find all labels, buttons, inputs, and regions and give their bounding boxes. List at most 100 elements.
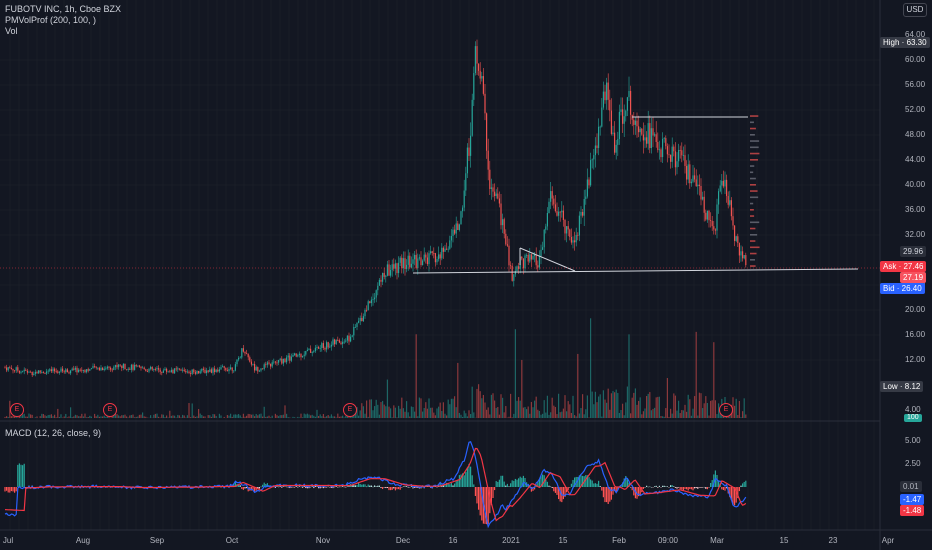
candle-body — [244, 351, 246, 354]
volume-bar — [130, 415, 132, 418]
candle-body — [681, 150, 683, 156]
candle-body — [654, 134, 656, 136]
candle-body — [298, 353, 300, 356]
volume-profile-row — [750, 265, 756, 267]
macd-histogram-bar — [506, 483, 508, 487]
volume-bar — [393, 405, 395, 418]
candle-body — [215, 369, 217, 373]
volume-bar — [418, 397, 420, 418]
candle-body — [153, 369, 155, 370]
currency-button[interactable]: USD — [903, 3, 927, 17]
volume-bar — [655, 397, 657, 418]
candle-body — [140, 366, 142, 369]
macd-histogram-bar — [706, 487, 708, 490]
volume-bar — [178, 415, 180, 418]
macd-legend[interactable]: MACD (12, 26, close, 9) — [5, 428, 102, 438]
candle-body — [170, 369, 172, 373]
candle-body — [742, 251, 744, 259]
volume-bar — [257, 415, 259, 418]
candle-body — [572, 240, 574, 243]
macd-histogram-bar — [695, 487, 697, 489]
candle-body — [612, 132, 614, 134]
volume-bar — [564, 395, 566, 418]
volume-legend[interactable]: Vol — [5, 26, 18, 36]
macd-histogram-bar — [550, 486, 552, 488]
candle-body — [49, 369, 51, 371]
candle-body — [601, 107, 603, 127]
earnings-marker[interactable]: E — [10, 403, 24, 417]
volume-bar — [60, 414, 62, 418]
candle-body — [505, 233, 507, 245]
volume-bar — [502, 397, 504, 418]
candle-body — [52, 368, 54, 372]
candle-body — [726, 179, 728, 196]
volume-bar — [410, 406, 412, 418]
earnings-marker[interactable]: E — [343, 403, 357, 417]
volume-bar — [292, 416, 294, 418]
volume-bar — [426, 408, 428, 418]
volume-bar — [534, 400, 536, 418]
candle-body — [84, 370, 86, 373]
volume-bar — [543, 400, 545, 418]
earnings-marker[interactable]: E — [719, 403, 733, 417]
macd-histogram-bar — [26, 487, 28, 488]
macd-histogram-bar — [666, 486, 668, 487]
candle-body — [556, 211, 558, 216]
candle-body — [225, 367, 227, 371]
macd-histogram-bar — [670, 485, 672, 487]
candle-body — [92, 366, 94, 369]
symbol-legend[interactable]: FUBOTV INC, 1h, Cboe BZX — [5, 4, 122, 14]
macd-histogram-bar — [602, 487, 604, 498]
volume-bar — [513, 413, 515, 418]
volume-bar — [174, 415, 176, 418]
volume-bar — [604, 399, 606, 418]
macd-histogram-bar — [290, 487, 292, 488]
volume-bar — [663, 416, 665, 418]
volume-bar — [577, 353, 579, 418]
macd-histogram-bar — [633, 487, 635, 496]
candle-body — [564, 219, 566, 234]
volume-bar — [514, 329, 516, 418]
candle-body — [703, 196, 705, 213]
candle-body — [478, 63, 480, 71]
macd-histogram-bar — [258, 487, 260, 489]
volume-bar — [129, 415, 131, 418]
candle-body — [290, 356, 292, 361]
macd-histogram-bar — [630, 487, 632, 488]
volume-bar — [559, 412, 561, 418]
volume-bar — [209, 415, 211, 418]
candle-body — [554, 204, 556, 212]
volume-bar — [374, 406, 376, 418]
volume-bar — [414, 411, 416, 418]
candle-body — [354, 326, 356, 328]
volume-bar — [82, 416, 84, 418]
vpvr-legend[interactable]: PMVolProf (200, 100, ) — [5, 15, 97, 25]
volume-bar — [710, 400, 712, 418]
volume-bar — [468, 410, 470, 418]
volume-bar — [343, 417, 345, 418]
earnings-marker[interactable]: E — [103, 403, 117, 417]
candle-body — [129, 368, 131, 370]
candle-body — [223, 366, 225, 368]
volume-bar — [703, 403, 705, 418]
macd-histogram-bar — [711, 480, 713, 487]
candle-body — [386, 264, 388, 276]
candle-body — [359, 317, 361, 321]
volume-bar — [537, 409, 539, 418]
volume-bar — [548, 414, 550, 418]
macd-histogram-bar — [505, 485, 507, 487]
volume-bar — [279, 415, 281, 418]
volume-bar — [215, 416, 217, 418]
volume-bar — [433, 412, 435, 418]
last-price-tag: 29.96 — [900, 246, 927, 257]
volume-bar — [670, 408, 672, 418]
candle-body — [674, 151, 676, 168]
macd-histogram-bar — [562, 487, 564, 500]
volume-bar — [444, 413, 446, 418]
candle-body — [374, 297, 376, 300]
volume-bar — [476, 388, 478, 418]
volume-bar — [449, 404, 451, 418]
candle-body — [383, 272, 385, 277]
macd-histogram-bar — [274, 487, 276, 488]
